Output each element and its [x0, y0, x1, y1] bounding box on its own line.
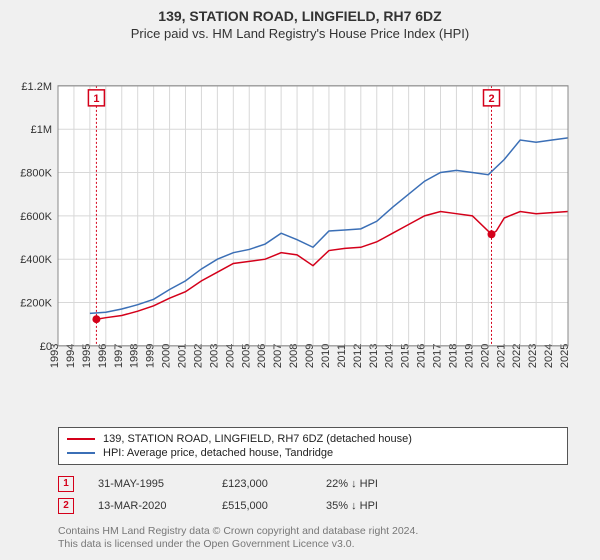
svg-text:2011: 2011: [336, 344, 348, 368]
svg-text:2005: 2005: [240, 344, 252, 368]
transaction-row: 2 13-MAR-2020 £515,000 35% ↓ HPI: [58, 495, 568, 517]
svg-text:2016: 2016: [416, 344, 428, 368]
legend-row: HPI: Average price, detached house, Tand…: [67, 446, 559, 460]
chart-title: 139, STATION ROAD, LINGFIELD, RH7 6DZ: [10, 8, 590, 24]
legend-swatch: [67, 452, 95, 454]
title-block: 139, STATION ROAD, LINGFIELD, RH7 6DZ Pr…: [0, 0, 600, 45]
legend-label: HPI: Average price, detached house, Tand…: [103, 447, 333, 459]
footer-line: This data is licensed under the Open Gov…: [58, 538, 568, 552]
svg-text:2025: 2025: [559, 344, 571, 368]
svg-text:2013: 2013: [368, 344, 380, 368]
svg-text:2024: 2024: [543, 344, 555, 368]
transaction-diff: 35% ↓ HPI: [326, 500, 426, 512]
legend-row: 139, STATION ROAD, LINGFIELD, RH7 6DZ (d…: [67, 432, 559, 446]
svg-text:2002: 2002: [192, 344, 204, 368]
svg-text:2019: 2019: [463, 344, 475, 368]
svg-text:2020: 2020: [479, 344, 491, 368]
svg-text:2018: 2018: [447, 344, 459, 368]
svg-text:2004: 2004: [224, 344, 236, 368]
legend-label: 139, STATION ROAD, LINGFIELD, RH7 6DZ (d…: [103, 433, 412, 445]
svg-text:2000: 2000: [161, 344, 173, 368]
svg-text:1995: 1995: [81, 344, 93, 368]
transaction-row: 1 31-MAY-1995 £123,000 22% ↓ HPI: [58, 473, 568, 495]
svg-text:2003: 2003: [208, 344, 220, 368]
svg-text:£1.2M: £1.2M: [21, 81, 52, 93]
svg-text:2023: 2023: [527, 344, 539, 368]
transaction-marker: 1: [58, 476, 74, 492]
svg-text:2001: 2001: [177, 344, 189, 368]
transaction-diff: 22% ↓ HPI: [326, 478, 426, 490]
svg-text:£400K: £400K: [20, 254, 52, 266]
chart-area: £0£200K£400K£600K£800K£1M£1.2M1993199419…: [8, 45, 592, 421]
svg-text:£800K: £800K: [20, 168, 52, 180]
chart-subtitle: Price paid vs. HM Land Registry's House …: [10, 26, 590, 41]
svg-text:1993: 1993: [49, 344, 61, 368]
transaction-price: £123,000: [222, 478, 302, 490]
svg-text:2006: 2006: [256, 344, 268, 368]
svg-text:1997: 1997: [113, 344, 125, 368]
transaction-price: £515,000: [222, 500, 302, 512]
transaction-table: 1 31-MAY-1995 £123,000 22% ↓ HPI 2 13-MAR-202…: [58, 473, 568, 517]
svg-text:2017: 2017: [432, 344, 444, 368]
svg-text:2009: 2009: [304, 344, 316, 368]
svg-text:2007: 2007: [272, 344, 284, 368]
svg-text:£200K: £200K: [20, 298, 52, 310]
svg-text:£1M: £1M: [31, 124, 52, 136]
transaction-marker: 2: [58, 498, 74, 514]
footer-attribution: Contains HM Land Registry data © Crown c…: [58, 525, 568, 552]
svg-text:2008: 2008: [288, 344, 300, 368]
svg-text:£600K: £600K: [20, 211, 52, 223]
svg-text:2022: 2022: [511, 344, 523, 368]
svg-text:1998: 1998: [129, 344, 141, 368]
legend-swatch: [67, 438, 95, 440]
legend-box: 139, STATION ROAD, LINGFIELD, RH7 6DZ (d…: [58, 427, 568, 465]
svg-text:1994: 1994: [65, 344, 77, 368]
svg-text:2015: 2015: [400, 344, 412, 368]
svg-text:2021: 2021: [495, 344, 507, 368]
line-chart: £0£200K£400K£600K£800K£1M£1.2M1993199419…: [8, 45, 592, 421]
svg-text:2014: 2014: [384, 344, 396, 368]
svg-text:1: 1: [93, 93, 99, 105]
footer-line: Contains HM Land Registry data © Crown c…: [58, 525, 568, 539]
svg-text:1996: 1996: [97, 344, 109, 368]
transaction-date: 31-MAY-1995: [98, 478, 198, 490]
transaction-date: 13-MAR-2020: [98, 500, 198, 512]
svg-text:1999: 1999: [145, 344, 157, 368]
svg-text:2010: 2010: [320, 344, 332, 368]
svg-text:2: 2: [488, 93, 494, 105]
svg-text:2012: 2012: [352, 344, 364, 368]
